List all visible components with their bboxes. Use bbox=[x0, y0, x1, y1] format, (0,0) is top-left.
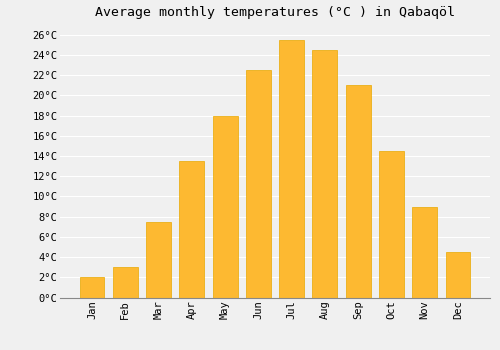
Bar bbox=[212, 116, 238, 298]
Bar bbox=[146, 222, 171, 298]
Title: Average monthly temperatures (°C ) in Qabaqöl: Average monthly temperatures (°C ) in Qa… bbox=[95, 6, 455, 19]
Bar bbox=[346, 85, 370, 298]
Bar bbox=[312, 50, 338, 298]
Bar bbox=[279, 40, 304, 298]
Bar bbox=[379, 151, 404, 298]
Bar bbox=[113, 267, 138, 298]
Bar bbox=[80, 277, 104, 297]
Bar bbox=[246, 70, 271, 298]
Bar bbox=[412, 206, 437, 298]
Bar bbox=[180, 161, 204, 298]
Bar bbox=[446, 252, 470, 298]
